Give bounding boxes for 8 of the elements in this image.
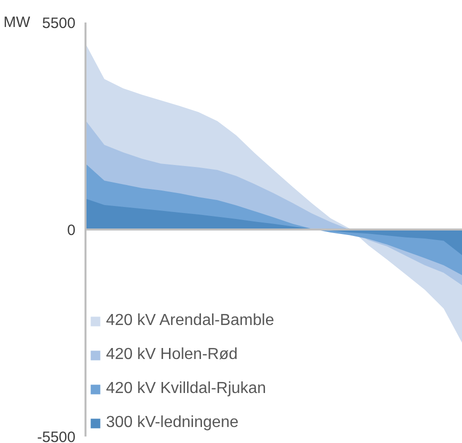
y-tick-label: 0 — [67, 222, 76, 239]
legend-label: 420 kV Kvilldal-Rjukan — [106, 380, 266, 398]
y-axis-title: MW — [3, 14, 31, 31]
legend-label: 300 kV-ledningene — [106, 414, 239, 432]
legend-label: 420 kV Arendal-Bamble — [106, 312, 274, 330]
y-tick-label: 5500 — [42, 15, 76, 32]
y-tick-label: -5500 — [37, 429, 76, 443]
legend-label: 420 kV Holen-Rød — [106, 346, 238, 364]
